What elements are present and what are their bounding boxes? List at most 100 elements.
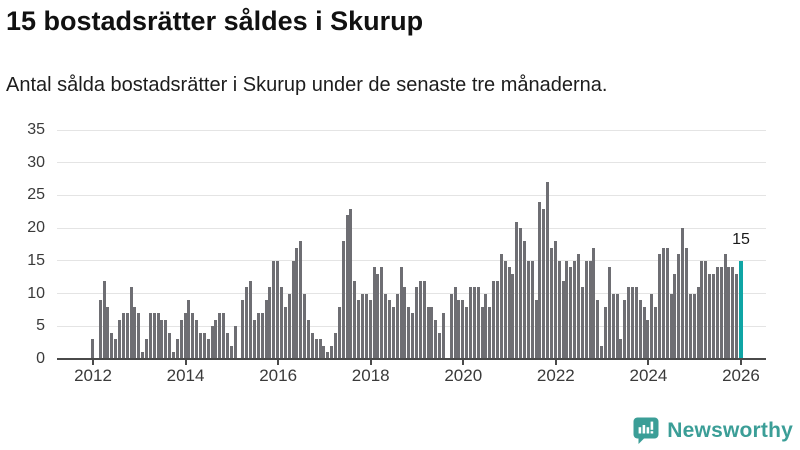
bar	[175, 339, 179, 359]
bar	[156, 313, 160, 359]
x-tick-2012	[92, 360, 94, 365]
bar	[330, 345, 334, 359]
last-bar-value-label: 15	[732, 230, 750, 248]
bar	[472, 287, 476, 359]
bar	[376, 273, 380, 359]
bar	[249, 280, 253, 359]
bar	[152, 313, 156, 359]
bar	[345, 215, 349, 359]
bar	[696, 287, 700, 359]
y-tick-label-0: 0	[36, 350, 45, 367]
bar	[418, 280, 422, 359]
y-tick-label-20: 20	[27, 219, 45, 237]
bar	[526, 260, 530, 359]
bar	[222, 313, 226, 359]
bar	[507, 267, 511, 359]
bar	[133, 306, 137, 359]
bar	[179, 319, 183, 359]
bar	[522, 241, 526, 359]
x-tick-2022	[554, 360, 557, 365]
bar-series	[0, 130, 800, 359]
chart-subtitle: Antal sålda bostadsrätter i Skurup under…	[6, 74, 608, 96]
bar	[719, 267, 723, 359]
bar	[546, 182, 550, 359]
bar	[91, 339, 94, 359]
bar	[492, 280, 496, 359]
bar	[627, 287, 631, 359]
chart-title: 15 bostadsrätter såldes i Skurup	[6, 6, 424, 36]
x-tick-2016	[277, 360, 280, 365]
bar	[391, 306, 395, 359]
bar	[588, 260, 592, 359]
y-tick-label-10: 10	[27, 284, 45, 302]
bar	[553, 241, 557, 359]
bar	[206, 339, 210, 359]
bar	[441, 313, 445, 359]
bar	[414, 287, 418, 359]
bar	[283, 306, 287, 359]
bar	[148, 313, 152, 359]
bar	[349, 208, 353, 359]
bar	[669, 293, 673, 359]
bar	[114, 339, 118, 359]
brand-name: Newsworthy	[667, 418, 793, 442]
bar	[468, 287, 472, 359]
bar	[168, 332, 172, 359]
bar	[654, 306, 658, 359]
bar	[129, 287, 133, 359]
bar-chart: 15 bostadsrätter såldes i Skurup Antal s…	[0, 6, 800, 385]
bar	[364, 293, 368, 359]
bar	[569, 267, 573, 359]
bar	[465, 306, 469, 359]
bar	[422, 280, 426, 359]
bar	[110, 332, 114, 359]
bar	[102, 280, 106, 359]
x-tick-2020	[462, 360, 465, 365]
bar	[141, 352, 145, 359]
bar	[106, 306, 110, 359]
bar	[457, 300, 461, 359]
bar	[684, 247, 688, 359]
bar	[723, 254, 727, 359]
bar	[279, 287, 283, 359]
bar	[318, 339, 322, 359]
bar	[164, 319, 168, 359]
bar	[735, 273, 739, 359]
gridline-y-25	[57, 194, 766, 196]
bar	[573, 260, 577, 359]
bar	[708, 273, 712, 359]
x-tick-label-2014: 2014	[166, 366, 205, 385]
bar	[183, 313, 187, 359]
x-axis-line	[57, 358, 766, 360]
bar	[557, 260, 561, 359]
bar	[607, 267, 611, 359]
bar	[580, 287, 584, 359]
bar	[360, 293, 364, 359]
bar	[117, 319, 121, 359]
bar	[534, 300, 538, 359]
bar	[704, 260, 708, 359]
bar	[596, 300, 600, 359]
bar	[245, 287, 249, 359]
x-tick-2026	[739, 360, 742, 365]
bar	[256, 313, 260, 359]
bar	[515, 221, 519, 359]
bar	[642, 306, 646, 359]
bar	[661, 247, 665, 359]
bar	[411, 313, 415, 359]
bar	[195, 319, 199, 359]
bar	[229, 345, 233, 359]
bar	[453, 287, 457, 359]
bar	[692, 293, 696, 359]
bar	[449, 293, 453, 359]
bar	[673, 273, 677, 359]
bar	[387, 300, 391, 359]
bar	[623, 300, 627, 359]
bar	[368, 300, 372, 359]
gridline-y-30	[57, 162, 766, 164]
bar	[438, 332, 442, 359]
bar	[202, 332, 206, 359]
x-tick-label-2012: 2012	[74, 366, 112, 385]
bar	[603, 306, 607, 359]
bar	[98, 300, 102, 359]
